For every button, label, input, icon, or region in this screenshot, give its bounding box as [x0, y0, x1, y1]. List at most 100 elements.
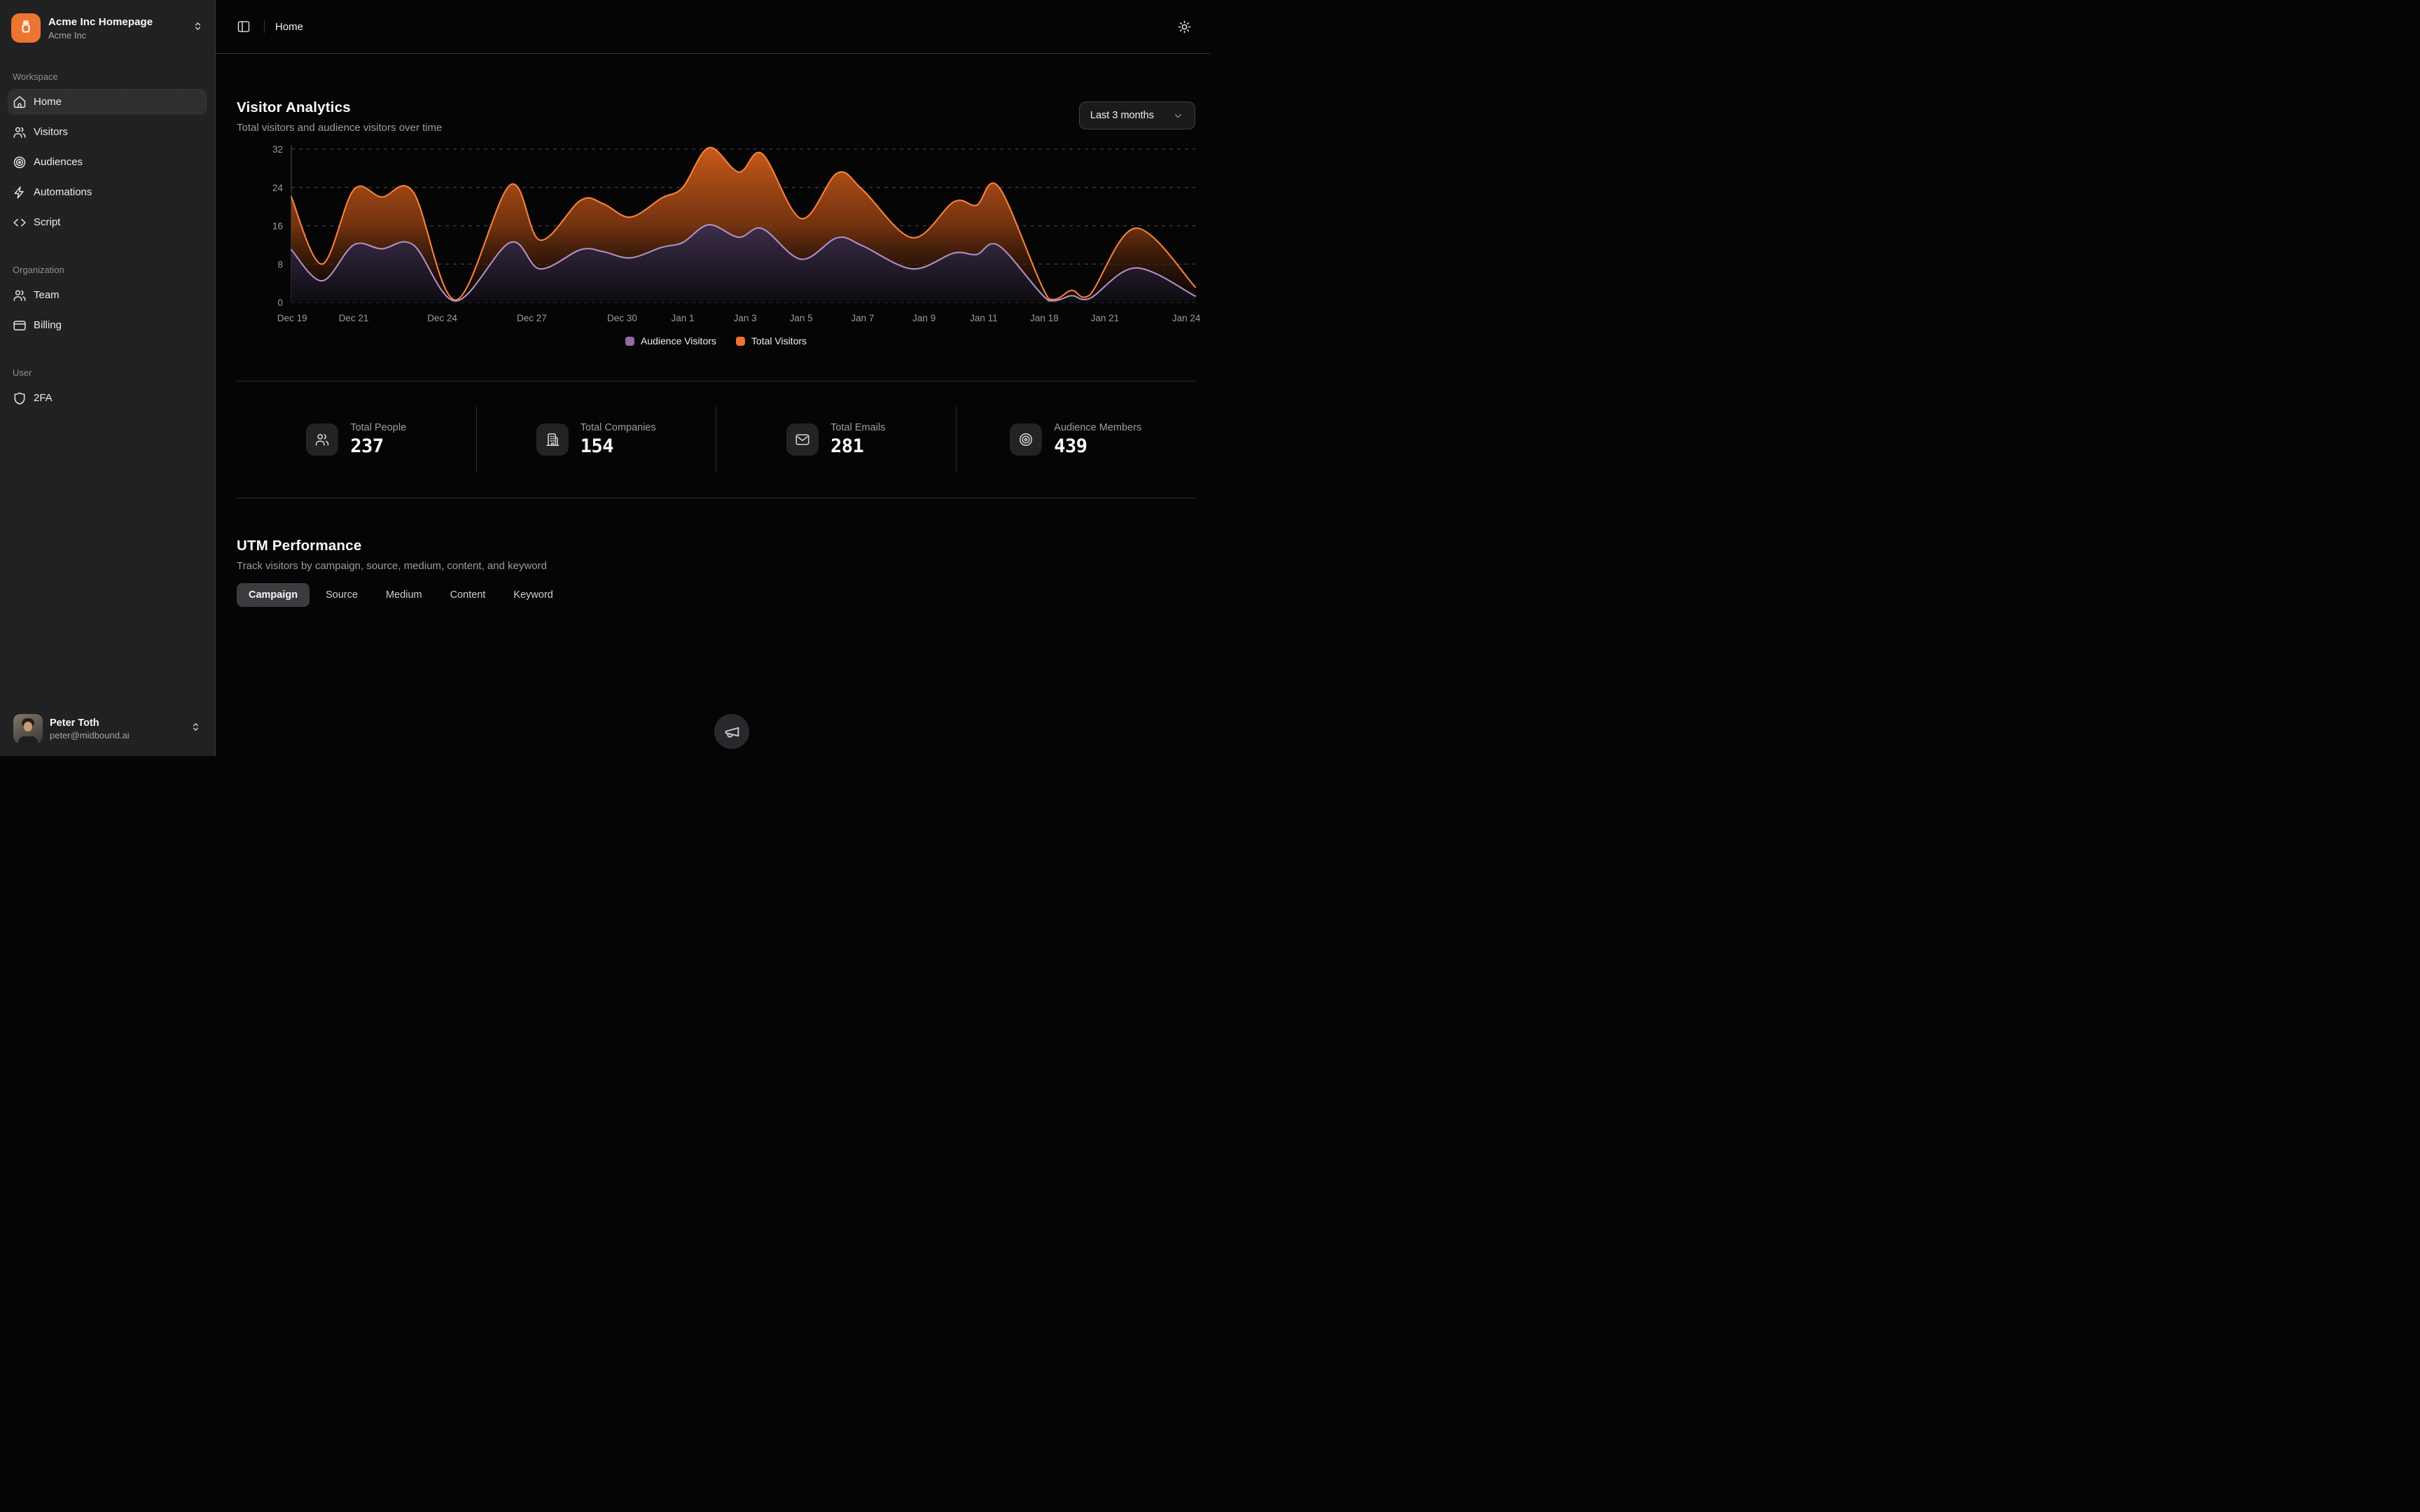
- legend-item-audience-visitors: Audience Visitors: [625, 335, 716, 346]
- sidebar-item-label: Automations: [34, 186, 92, 198]
- section-label: User: [13, 368, 32, 378]
- users-icon: [13, 290, 26, 301]
- tab-content[interactable]: Content: [438, 583, 498, 607]
- shield-icon: [14, 392, 25, 405]
- tab-keyword[interactable]: Keyword: [501, 583, 564, 607]
- section-label: Workspace: [13, 71, 58, 82]
- sidebar-item-2fa[interactable]: 2FA: [8, 385, 207, 411]
- stat-icon-tile: [1010, 424, 1043, 456]
- svg-text:Dec 27: Dec 27: [517, 313, 547, 323]
- utm-performance-section: UTM Performance Track visitors by campai…: [237, 498, 1195, 607]
- workspace-logo: [11, 13, 41, 43]
- svg-text:16: 16: [272, 221, 283, 232]
- chevrons-up-down-icon: [193, 723, 199, 731]
- breadcrumb: Home: [275, 20, 304, 33]
- section-divider: [237, 381, 1195, 382]
- sun-icon: [1178, 20, 1191, 33]
- svg-text:Jan 11: Jan 11: [970, 313, 998, 323]
- sidebar-item-label: Visitors: [34, 126, 68, 138]
- stat-label: Total Companies: [580, 422, 656, 433]
- visitor-analytics-title: Visitor Analytics: [237, 99, 351, 115]
- code-icon: [13, 218, 26, 226]
- building-icon: [546, 433, 559, 447]
- legend-label: Audience Visitors: [640, 335, 716, 346]
- stat-divider: [955, 407, 957, 472]
- svg-text:Jan 21: Jan 21: [1091, 313, 1120, 323]
- section-label: Organization: [13, 265, 64, 275]
- stat-divider: [475, 407, 477, 472]
- house-icon: [13, 96, 26, 108]
- svg-text:0: 0: [277, 298, 283, 308]
- announcements-button[interactable]: [714, 714, 749, 749]
- sidebar-item-home[interactable]: Home: [8, 89, 207, 115]
- stat-audience-members: Audience Members 439: [957, 422, 1196, 457]
- visitor-analytics-header: Visitor Analytics Total visitors and aud…: [237, 54, 1195, 135]
- stat-value: 237: [350, 435, 384, 457]
- chevron-down-icon: [1174, 113, 1182, 118]
- legend-swatch: [625, 336, 634, 346]
- legend-swatch: [735, 336, 745, 346]
- stat-icon-tile: [536, 424, 569, 456]
- profile-email: peter@midbound.ai: [50, 729, 130, 741]
- svg-text:Jan 1: Jan 1: [671, 313, 694, 323]
- profile-name: Peter Toth: [50, 717, 99, 729]
- nav-section-organization: Organization Team Billing: [8, 265, 207, 338]
- sidebar-item-label: Team: [34, 289, 60, 301]
- tab-campaign[interactable]: Campaign: [237, 583, 310, 607]
- sidebar-item-visitors[interactable]: Visitors: [8, 119, 207, 145]
- stat-total-companies: Total Companies 154: [477, 422, 716, 457]
- workspace-name: Acme Inc Homepage: [48, 15, 153, 28]
- target-icon: [13, 156, 26, 168]
- sidebar-item-billing[interactable]: Billing: [8, 312, 207, 338]
- mail-icon: [795, 434, 809, 445]
- chart-legend: Audience Visitors Total Visitors: [237, 335, 1195, 346]
- visitor-analytics-chart: 0 8 16 24 32 Dec 19 Dec 21 Dec 24 Dec 27 Dec 30 Ja…: [272, 144, 1201, 323]
- users-icon: [316, 433, 329, 446]
- sidebar-item-label: Home: [34, 96, 62, 108]
- stat-value: 281: [830, 435, 864, 457]
- users-icon: [13, 127, 26, 138]
- sidebar-item-audiences[interactable]: Audiences: [8, 149, 207, 175]
- workspace-titles: Acme Inc Homepage Acme Inc: [48, 16, 184, 41]
- svg-text:Dec 21: Dec 21: [339, 313, 369, 323]
- legend-label: Total Visitors: [751, 335, 807, 346]
- visitor-analytics-subtitle: Total visitors and audience visitors ove…: [237, 122, 443, 134]
- svg-text:Jan 5: Jan 5: [790, 313, 813, 323]
- tab-source[interactable]: Source: [314, 583, 370, 607]
- tab-medium[interactable]: Medium: [374, 583, 434, 607]
- page-content: Visitor Analytics Total visitors and aud…: [216, 54, 1210, 756]
- utm-subtitle: Track visitors by campaign, source, medi…: [237, 560, 547, 572]
- sidebar: Acme Inc Homepage Acme Inc Workspace Home…: [0, 0, 216, 756]
- main-area: Home Visitor Analytics Total visitors an…: [216, 0, 1210, 756]
- topbar: Home: [216, 0, 1210, 54]
- workspace-org: Acme Inc: [48, 29, 87, 41]
- user-profile-menu[interactable]: Peter Toth peter@midbound.ai: [8, 711, 207, 746]
- stat-label: Total Emails: [830, 422, 886, 433]
- utm-tabs: Campaign Source Medium Content Keyword: [237, 583, 1195, 607]
- stat-total-emails: Total Emails 281: [716, 422, 956, 457]
- chevrons-up-down-icon: [195, 22, 201, 30]
- sidebar-item-automations[interactable]: Automations: [8, 179, 207, 205]
- zap-icon: [14, 186, 24, 199]
- theme-toggle-button[interactable]: [1174, 17, 1195, 37]
- visitor-analytics-titles: Visitor Analytics Total visitors and aud…: [237, 99, 442, 135]
- sidebar-item-label: 2FA: [34, 392, 53, 404]
- sidebar-item-team[interactable]: Team: [8, 282, 207, 308]
- sidebar-toggle-button[interactable]: [234, 17, 253, 36]
- stat-value: 154: [580, 435, 614, 457]
- panel-left-icon: [237, 21, 250, 32]
- sidebar-item-label: Script: [34, 216, 61, 228]
- svg-text:Dec 30: Dec 30: [607, 313, 637, 323]
- svg-text:8: 8: [277, 259, 283, 270]
- stat-icon-tile: [786, 424, 819, 456]
- stat-total-people: Total People 237: [237, 422, 476, 457]
- stat-label: Audience Members: [1054, 422, 1142, 433]
- sidebar-spacer: [8, 415, 207, 711]
- legend-item-total-visitors: Total Visitors: [735, 335, 807, 346]
- nav-section-user: User 2FA: [8, 368, 207, 411]
- sidebar-item-label: Audiences: [34, 156, 83, 168]
- date-range-select[interactable]: Last 3 months: [1078, 102, 1195, 130]
- utm-title: UTM Performance: [237, 538, 362, 554]
- workspace-switcher[interactable]: Acme Inc Homepage Acme Inc: [8, 10, 207, 46]
- sidebar-item-script[interactable]: Script: [8, 209, 207, 235]
